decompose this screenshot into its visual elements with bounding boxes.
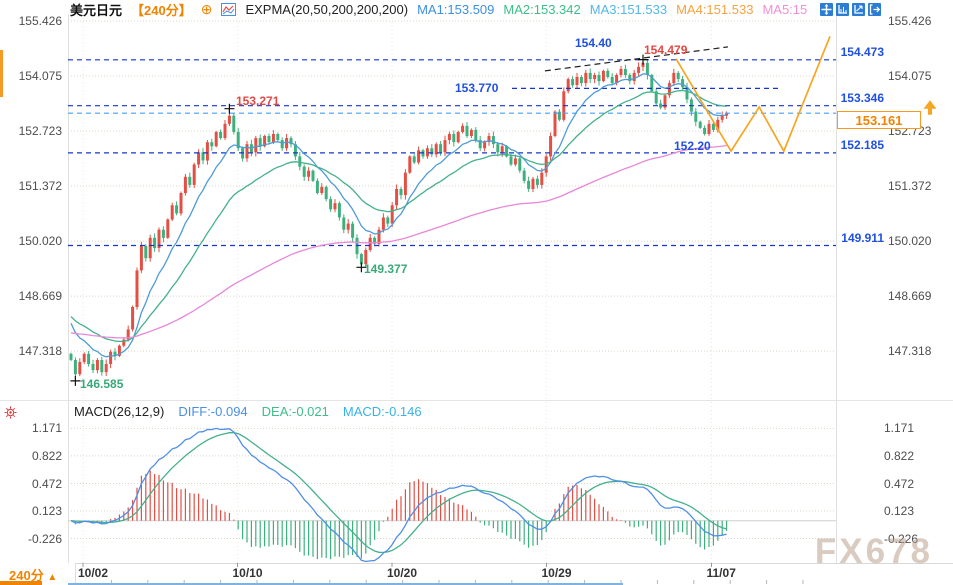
ma5-value: MA5:15	[762, 1, 808, 17]
ma2-value: MA2:153.342	[503, 1, 581, 17]
left-edge-marker	[0, 50, 3, 97]
timeframe-label[interactable]: 240分 ▲	[9, 568, 58, 583]
axis-zoom-icon[interactable]	[852, 3, 865, 16]
macd-header: MACD(26,12,9) DIFF:-0.094 DEA:-0.021 MAC…	[74, 404, 422, 419]
timeframe-active-underline	[0, 581, 42, 585]
axis-scale-icon[interactable]	[836, 3, 849, 16]
circle-plus-icon[interactable]: ⊕	[200, 0, 213, 17]
ma1-value: MA1:153.509	[417, 1, 495, 17]
move-crosshair-icon[interactable]	[820, 3, 833, 16]
ma4-value: MA4:151.533	[676, 1, 754, 17]
timeframe-selector[interactable]: 240分 ▲	[0, 563, 76, 585]
macd-macd-value: MACD:-0.146	[342, 404, 422, 419]
macd-params-label: MACD(26,12,9)	[74, 404, 165, 419]
macd-dea-value: DEA:-0.021	[261, 404, 329, 419]
symbol-title: 美元日元	[70, 2, 123, 18]
indicator-settings-icon[interactable]	[4, 406, 17, 424]
macd-diff-value: DIFF:-0.094	[178, 404, 248, 419]
period-label: 【240分】	[131, 2, 192, 18]
ma3-value: MA3:151.533	[589, 1, 668, 17]
indicator-chart-icon[interactable]	[221, 2, 237, 16]
chart-toolbar	[820, 3, 881, 16]
overlay-label: EXPMA(20,50,200,200,200)	[245, 1, 409, 17]
horizontal-scrollbar[interactable]	[68, 583, 623, 585]
current-price-badge: 153.161	[837, 111, 921, 129]
watermark: FX678	[814, 532, 933, 571]
chart-header: 美元日元 【240分】 ⊕ EXPMA(20,50,200,200,200) M…	[70, 0, 808, 18]
chevron-up-icon[interactable]: ▲	[47, 572, 58, 583]
exit-fullscreen-icon[interactable]	[868, 3, 881, 16]
